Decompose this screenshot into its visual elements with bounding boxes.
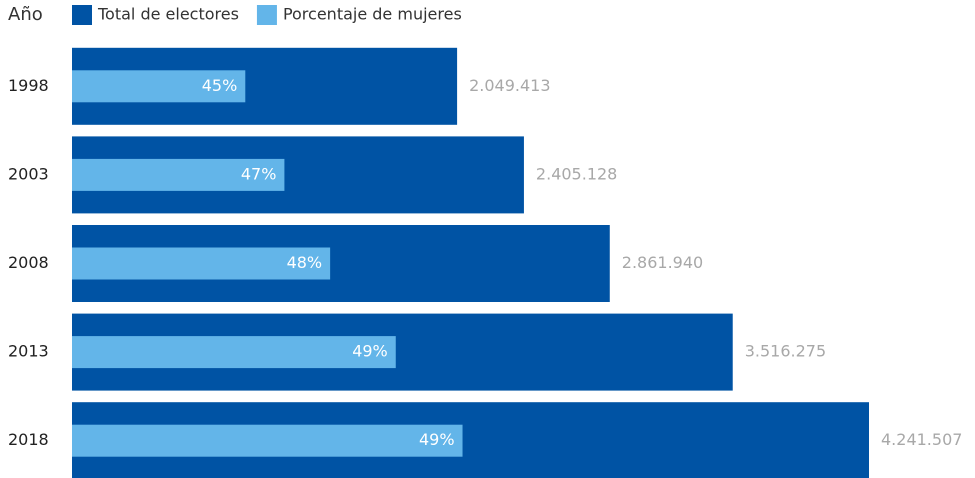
data-label: 2.405.128 [536,164,617,183]
data-label: 4.241.507 [881,430,962,449]
data-label: 49% [419,430,455,449]
bar [72,247,331,280]
bar [72,336,396,369]
data-label: 47% [241,164,277,183]
legend-label: Porcentaje de mujeres [283,5,462,24]
y-tick-label: 2003 [8,164,49,183]
data-label: 2.049.413 [469,76,550,95]
y-tick-label: 1998 [8,76,49,95]
y-tick-label: 2008 [8,253,49,272]
y-tick-label: 2013 [8,342,49,361]
y-tick-label: 2018 [8,430,49,449]
data-label: 45% [202,76,238,95]
data-label: 49% [352,342,388,361]
legend-swatch [256,5,277,25]
bar [72,70,246,103]
data-label: 48% [287,253,323,272]
bar [72,158,285,191]
bar [72,424,463,457]
data-label: 3.516.275 [745,342,826,361]
y-axis-label: Año [8,4,43,25]
legend-label: Total de electores [97,5,239,24]
data-label: 2.861.940 [622,253,703,272]
legend-swatch [72,5,92,25]
